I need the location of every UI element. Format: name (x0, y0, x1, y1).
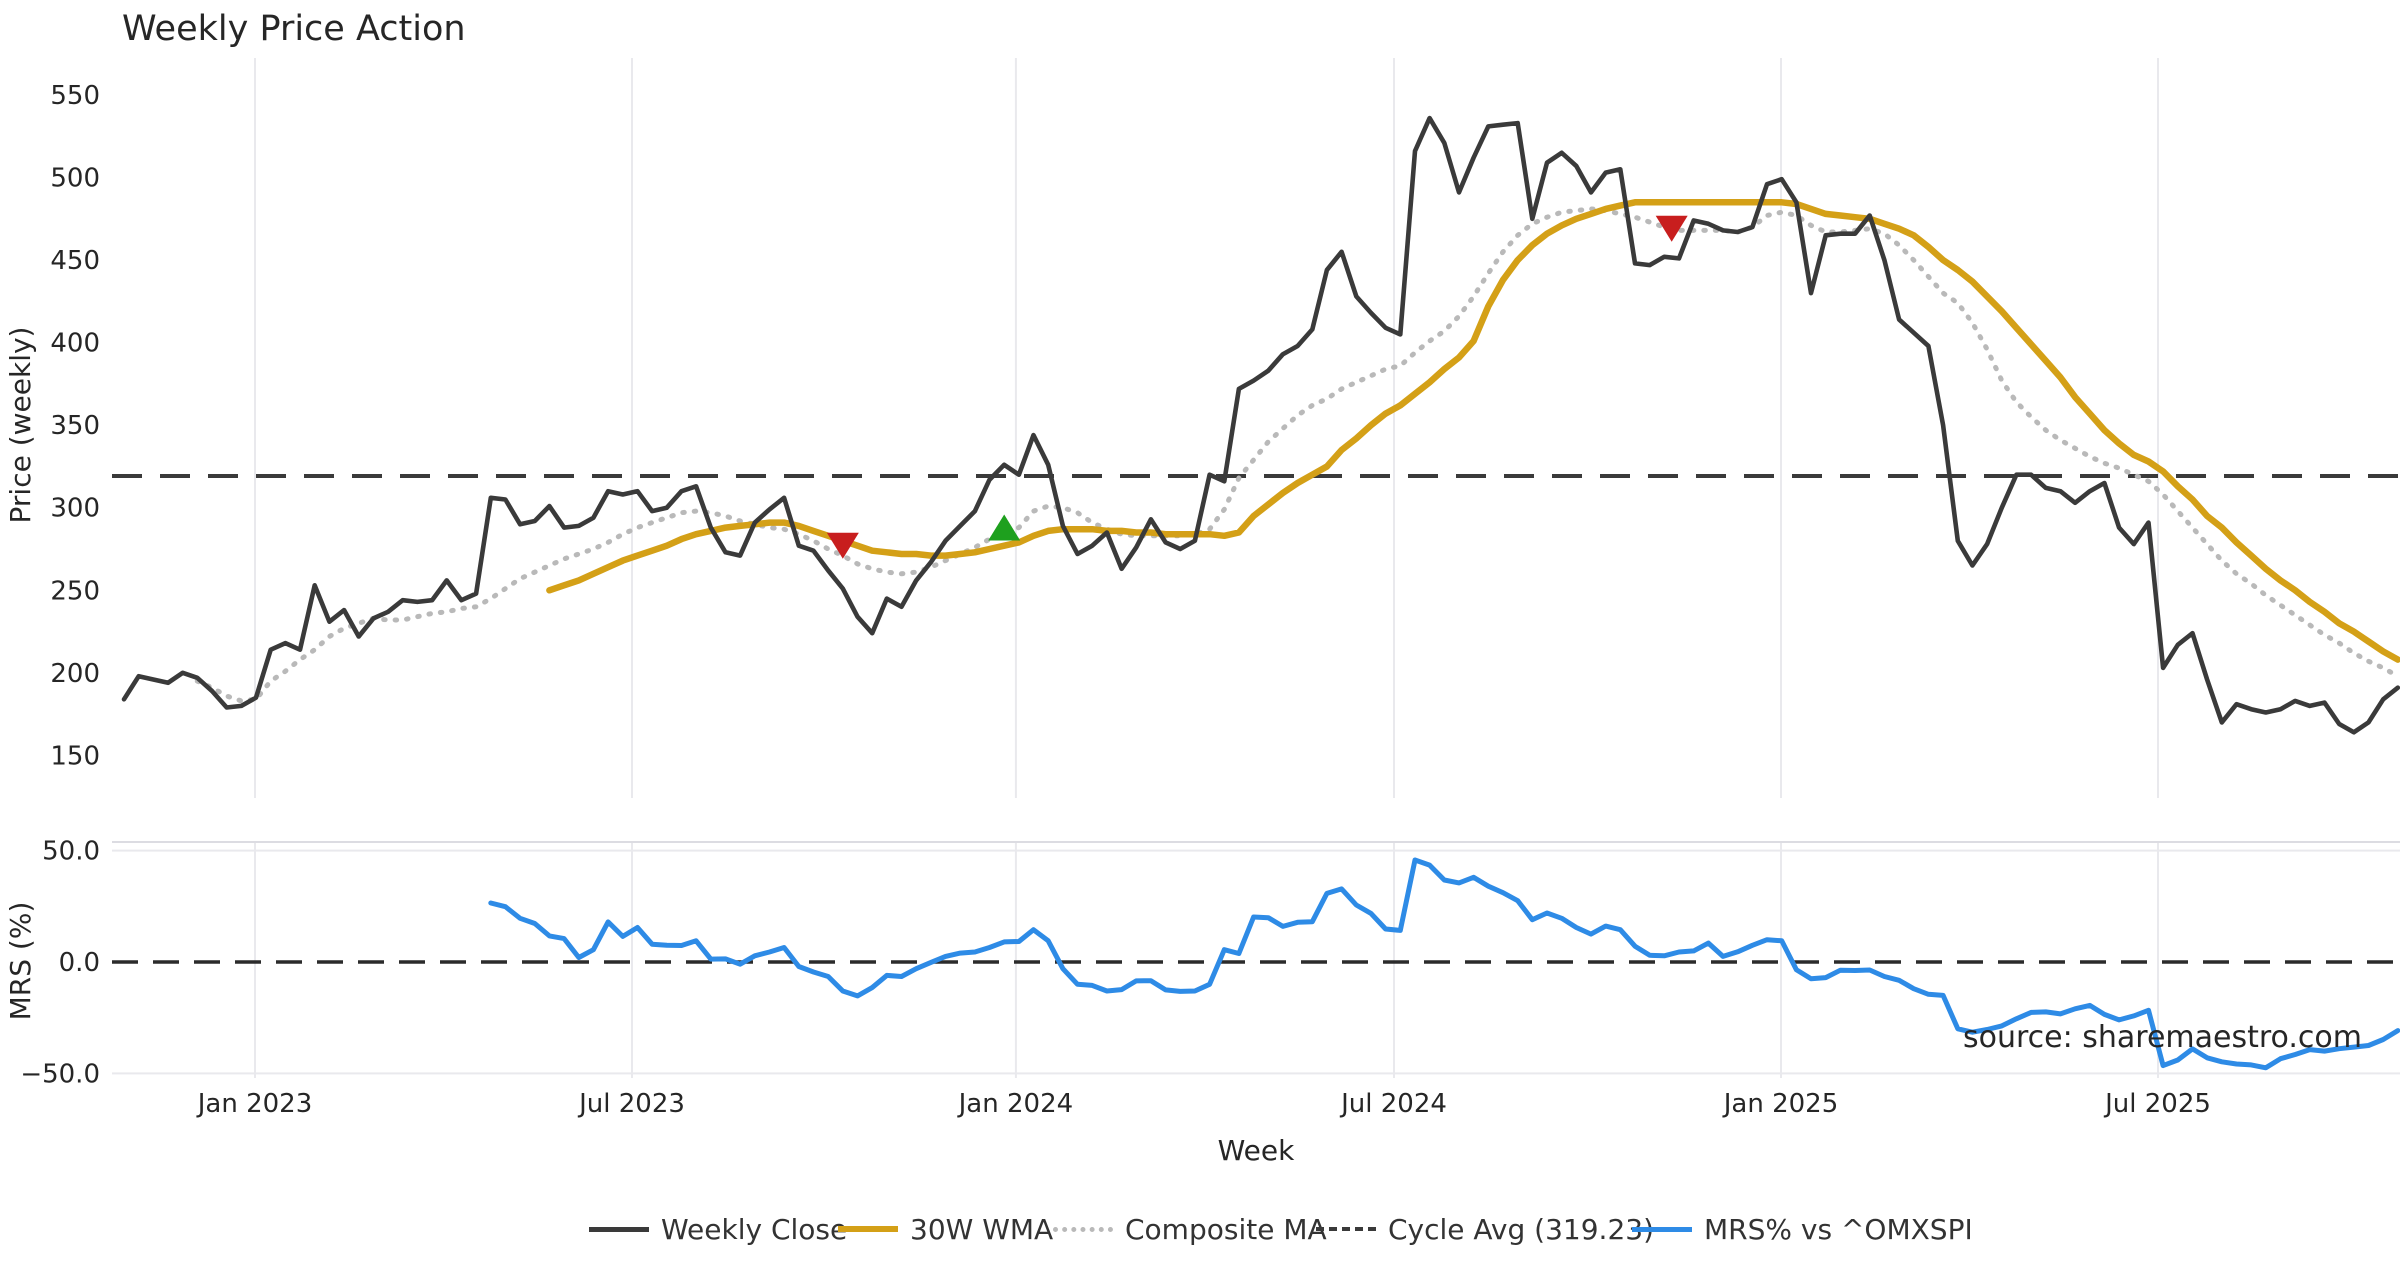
mrs-tick-label: −50.0 (20, 1059, 100, 1089)
chart-title: Weekly Price Action (122, 9, 466, 49)
price-tick-label: 200 (50, 659, 100, 689)
weekly-close-line (121, 115, 2400, 735)
price-tick-label: 450 (50, 246, 100, 276)
x-tick-label: Jul 2024 (1339, 1089, 1447, 1119)
gridlines (112, 58, 2400, 1078)
price-tick-label: 500 (50, 164, 100, 194)
x-axis-label: Week (1218, 1134, 1295, 1167)
mrs-axis-label: MRS (%) (4, 902, 37, 1021)
axis-tick-labels: 550 500 450 400 350 300 250 200 150 50.0 0.0 −50.0 J… (20, 81, 2211, 1119)
price-tick-label: 350 (50, 411, 100, 441)
buy-signal-marker (988, 514, 1021, 541)
price-axis-label: Price (weekly) (4, 327, 37, 524)
sell-signal-marker (1655, 215, 1688, 242)
wma-30w-line (546, 199, 2400, 663)
price-tick-label: 150 (50, 741, 100, 771)
x-tick-label: Jan 2023 (196, 1089, 313, 1119)
price-tick-label: 250 (50, 576, 100, 606)
x-tick-label: Jan 2025 (1722, 1089, 1839, 1119)
x-tick-label: Jul 2025 (2103, 1089, 2211, 1119)
sell-signal-marker (826, 532, 859, 559)
mrs-tick-label: 0.0 (59, 948, 100, 978)
mrs-tick-label: 50.0 (42, 837, 100, 867)
price-tick-label: 550 (50, 81, 100, 111)
x-tick-label: Jul 2023 (577, 1089, 685, 1119)
price-panel (112, 115, 2400, 735)
watermark: source: sharemaestro.com (1963, 1020, 2362, 1055)
mrs-line (488, 857, 2400, 1071)
mrs-panel (112, 857, 2400, 1071)
composite-ma-line (194, 206, 2400, 704)
x-tick-label: Jan 2024 (957, 1089, 1074, 1119)
price-tick-label: 300 (50, 494, 100, 524)
price-tick-label: 400 (50, 329, 100, 359)
